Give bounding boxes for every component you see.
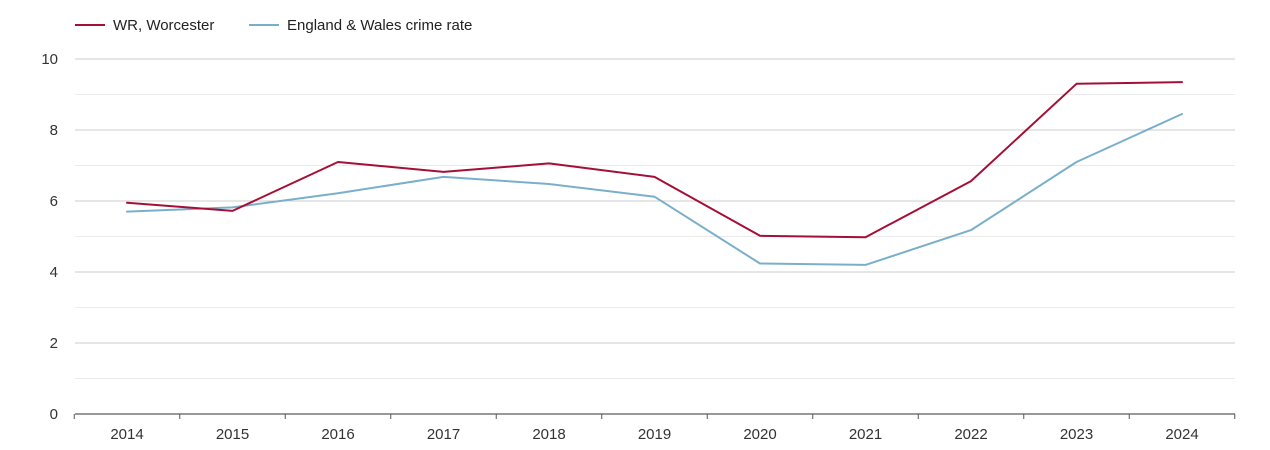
series-line-1 bbox=[126, 113, 1183, 266]
legend: WR, Worcester England & Wales crime rate bbox=[75, 17, 472, 34]
x-tick-label: 2023 bbox=[1060, 426, 1093, 443]
x-tick-label: 2015 bbox=[216, 426, 249, 443]
series-layer bbox=[126, 81, 1183, 266]
x-axis: 2014 2015 2016 2017 2018 2019 2020 2021 2022 2023… bbox=[73, 413, 1236, 443]
y-tick-label: 8 bbox=[50, 122, 58, 139]
legend-label: England & Wales crime rate bbox=[287, 17, 472, 34]
x-tick-label: 2022 bbox=[954, 426, 987, 443]
y-tick-label: 6 bbox=[50, 193, 58, 210]
x-tick-label: 2021 bbox=[849, 426, 882, 443]
legend-item-0: WR, Worcester bbox=[75, 17, 214, 34]
x-tick-label: 2020 bbox=[743, 426, 776, 443]
x-tick-label: 2024 bbox=[1165, 426, 1198, 443]
legend-item-1: England & Wales crime rate bbox=[249, 17, 472, 34]
y-tick-label: 4 bbox=[50, 264, 58, 281]
series-line-0 bbox=[126, 81, 1183, 239]
x-tick-label: 2016 bbox=[321, 426, 354, 443]
grid-lines bbox=[75, 58, 1235, 379]
y-tick-label: 2 bbox=[50, 335, 58, 352]
x-tick-label: 2018 bbox=[532, 426, 565, 443]
y-tick-label: 10 bbox=[41, 51, 58, 68]
x-tick-label: 2017 bbox=[427, 426, 460, 443]
x-tick-label: 2014 bbox=[110, 426, 143, 443]
x-tick-label: 2019 bbox=[638, 426, 671, 443]
legend-label: WR, Worcester bbox=[113, 17, 214, 34]
y-tick-label: 0 bbox=[50, 406, 58, 423]
y-axis: 0 2 4 6 8 10 bbox=[41, 51, 58, 423]
